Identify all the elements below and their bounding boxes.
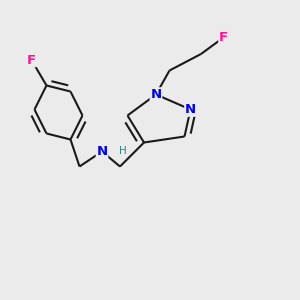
Text: H: H — [118, 146, 126, 157]
Text: N: N — [96, 145, 108, 158]
Text: F: F — [27, 53, 36, 67]
Text: F: F — [219, 31, 228, 44]
Text: N: N — [185, 103, 196, 116]
Text: N: N — [150, 88, 162, 101]
